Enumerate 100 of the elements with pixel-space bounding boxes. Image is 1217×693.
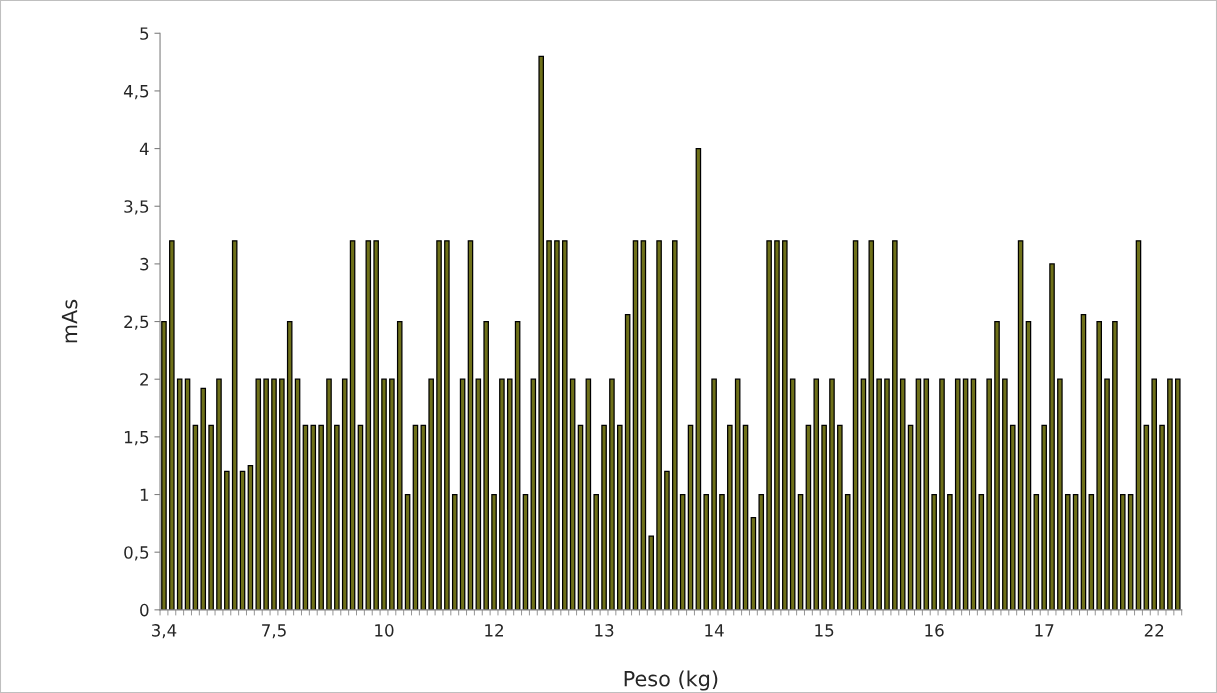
bar (1119, 493, 1126, 610)
bar (279, 378, 285, 610)
bar (994, 320, 1000, 610)
bar (161, 320, 167, 610)
y-tick-label: 1,5 (124, 431, 149, 446)
bar (609, 378, 615, 610)
bar (491, 493, 497, 610)
bar (766, 240, 772, 610)
bar (349, 240, 356, 610)
bar (389, 378, 395, 610)
bar (208, 424, 214, 610)
bar (852, 240, 859, 610)
bar (334, 424, 340, 610)
bar (428, 378, 434, 610)
bar (711, 378, 717, 610)
y-tick-label: 5 (140, 27, 149, 40)
bar (703, 493, 710, 610)
bar (255, 378, 262, 610)
y-tick-label: 3,5 (124, 200, 149, 215)
y-tick-label: 1 (140, 488, 149, 501)
bar (1167, 378, 1173, 610)
bar (200, 387, 207, 610)
bar (326, 378, 332, 610)
y-tick-label: 2,5 (124, 315, 149, 330)
bar (216, 378, 222, 610)
bar (727, 424, 733, 610)
bar (499, 378, 505, 610)
bar (648, 535, 655, 610)
bar (381, 378, 387, 610)
bar (467, 240, 474, 610)
bar (986, 378, 992, 610)
x-tick-label: 16 (925, 624, 944, 637)
bar (617, 424, 623, 610)
bar (341, 378, 348, 610)
bar (1096, 320, 1102, 610)
bar (695, 147, 702, 610)
bar (758, 493, 765, 610)
bar (954, 378, 961, 610)
bar (554, 240, 560, 610)
x-axis-title: Peso (kg) (624, 670, 718, 691)
bar (931, 493, 937, 610)
bar (1025, 320, 1032, 610)
bar (538, 55, 544, 610)
bar (664, 470, 670, 610)
bar (837, 424, 843, 610)
bar (923, 378, 930, 610)
bar (719, 493, 725, 610)
bar (1080, 314, 1087, 610)
bar (310, 424, 317, 610)
bar (1017, 240, 1024, 610)
x-tick-label: 22 (1144, 624, 1164, 637)
bar (632, 240, 639, 610)
bar (169, 240, 175, 610)
bar (939, 378, 945, 610)
y-tick-label: 3 (140, 257, 149, 271)
bar (373, 240, 379, 610)
x-tick-label: 7,5 (262, 624, 286, 639)
bar (263, 378, 269, 610)
bar (1151, 378, 1157, 610)
y-tick-label: 0,5 (124, 546, 149, 561)
bar (624, 314, 631, 610)
x-tick-label: 10 (375, 624, 394, 637)
bar (1104, 378, 1110, 610)
bar (1174, 378, 1181, 610)
bar (884, 378, 890, 610)
bar (899, 378, 906, 610)
bar (601, 424, 607, 610)
y-tick-label: 0 (140, 603, 149, 617)
bar (506, 378, 513, 610)
bar (318, 424, 324, 610)
x-tick-label: 12 (485, 624, 503, 637)
bar (672, 240, 678, 610)
y-tick-label: 4 (139, 142, 149, 155)
bar (640, 240, 647, 610)
bar (978, 493, 985, 610)
bar (1049, 263, 1055, 610)
bar (1135, 240, 1142, 610)
bar (947, 493, 953, 610)
y-tick-label: 2 (140, 373, 148, 386)
y-tick-label: 4,5 (123, 85, 149, 100)
bar (774, 240, 780, 610)
bar (224, 470, 230, 610)
bar (436, 240, 442, 610)
bar (1064, 493, 1071, 610)
bar (782, 240, 788, 610)
bar (451, 493, 458, 610)
x-tick-label: 14 (705, 624, 724, 637)
bar (813, 378, 820, 610)
bar (876, 378, 882, 610)
bar (593, 493, 599, 610)
bar (231, 240, 238, 610)
bar (1159, 424, 1165, 610)
bar (546, 240, 552, 610)
x-tick-label: 13 (595, 624, 614, 637)
bar (396, 320, 403, 610)
y-axis-title: mAs (61, 299, 78, 343)
bar (656, 240, 662, 610)
bar (483, 320, 489, 610)
bar (1041, 424, 1047, 610)
x-tick-label: 15 (815, 624, 834, 637)
